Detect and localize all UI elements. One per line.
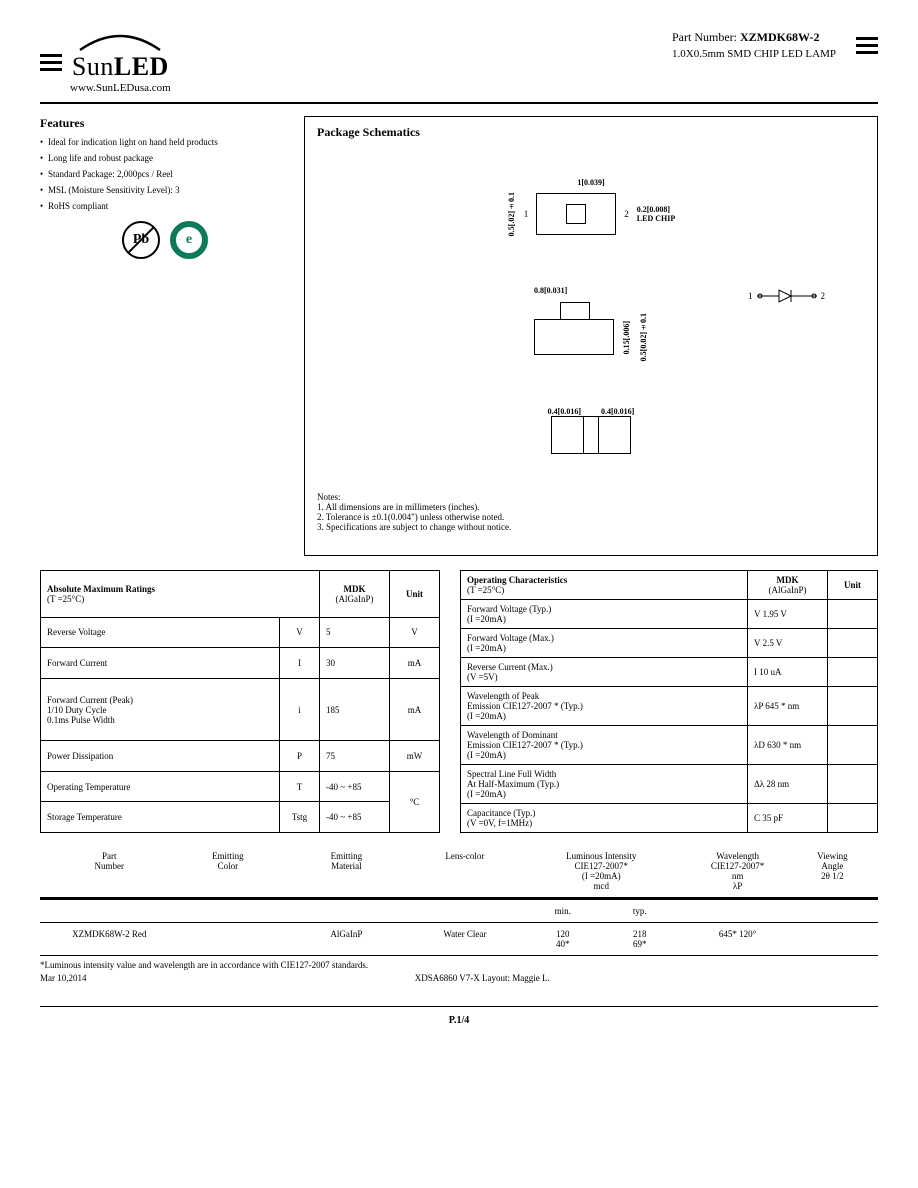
rohs-icon: e — [170, 221, 208, 259]
value-row: XZMDK68W-2 Red AlGaInP Water Clear 12040… — [40, 923, 878, 955]
features-list: Ideal for indication light on hand held … — [40, 137, 290, 211]
page-number: P.1/4 — [40, 1015, 878, 1026]
cert-icons: Pb e — [40, 221, 290, 259]
logo-url: www.SunLEDusa.com — [70, 82, 171, 94]
bottom-header-row: Part Number Emitting Color Emitting Mate… — [40, 851, 878, 891]
bottom-view-drawing: 0.4[0.016] 0.4[0.016] — [548, 407, 635, 454]
footnote: *Luminous intensity value and wavelength… — [40, 960, 878, 970]
part-label: Part Number: — [672, 30, 740, 44]
menu-icon — [40, 54, 62, 71]
col-lumin: Luminous Intensity CIE127-2007* (I =20mA… — [524, 851, 678, 891]
val-material: AlGaInP — [287, 929, 406, 949]
schematic-title: Package Schematics — [317, 125, 865, 140]
diode-symbol: 1 2 — [748, 286, 825, 306]
schematic-box: Package Schematics 1[0.039] 0.5[.02]±0.1… — [304, 116, 878, 556]
part-number: XZMDK68W-2 — [740, 30, 820, 44]
col-angle: Viewing Angle 2θ 1/2 — [797, 851, 868, 891]
col-wave: Wavelength CIE127-2007* nm λP — [678, 851, 797, 891]
col-lens: Lens-color — [406, 851, 525, 891]
part-subtitle: 1.0X0.5mm SMD CHIP LED LAMP — [672, 48, 836, 60]
subhead-row: min.typ. — [40, 900, 878, 923]
feature-item: MSL (Moisture Sensitivity Level): 3 — [40, 185, 290, 195]
part-info: Part Number: XZMDK68W-2 1.0X0.5mm SMD CH… — [672, 30, 836, 60]
footer-row: Mar 10,2014 XDSA6860 V7-X Layout: Maggie… — [40, 970, 878, 986]
op-char-table: Operating Characteristics(T =25°C) MDK(A… — [460, 570, 878, 833]
val-wave: 645* 120° — [678, 929, 797, 949]
bottom-table: Part Number Emitting Color Emitting Mate… — [40, 851, 878, 970]
side-view-drawing: 0.8[0.031] 0.15[.006] 0.5[0.02]±0.1 — [534, 286, 648, 361]
abs-max-table: Absolute Maximum Ratings(T =25°C) MDK(Al… — [40, 570, 440, 833]
feature-item: Long life and robust package — [40, 153, 290, 163]
feature-item: Ideal for indication light on hand held … — [40, 137, 290, 147]
logo-led: LED — [114, 52, 169, 81]
features-column: Features Ideal for indication light on h… — [40, 116, 290, 556]
logo-sun: Sun — [72, 52, 114, 81]
val-part: XZMDK68W-2 Red — [50, 929, 169, 949]
footer-doc: XDSA6860 V7-X Layout: Maggie L. — [415, 973, 550, 983]
val-lens: Water Clear — [406, 929, 525, 949]
features-title: Features — [40, 116, 290, 131]
col-material: Emitting Material — [287, 851, 406, 891]
header-left: SunLED www.SunLEDusa.com — [40, 30, 171, 94]
header-right: Part Number: XZMDK68W-2 1.0X0.5mm SMD CH… — [672, 30, 878, 60]
feature-item: RoHS compliant — [40, 201, 290, 211]
page-header: SunLED www.SunLEDusa.com Part Number: XZ… — [40, 30, 878, 104]
top-section: Features Ideal for indication light on h… — [40, 116, 878, 556]
schematic-drawings: 1[0.039] 0.5[.02]±0.1 1 2 0.2[0.008] LED… — [317, 146, 865, 486]
footer-date: Mar 10,2014 — [40, 973, 87, 983]
col-part: Part Number — [50, 851, 169, 891]
pb-free-icon: Pb — [122, 221, 160, 259]
tables-row: Absolute Maximum Ratings(T =25°C) MDK(Al… — [40, 570, 878, 833]
schematic-notes: Notes: 1. All dimensions are in millimet… — [317, 492, 865, 532]
menu-icon-right — [856, 37, 878, 54]
logo: SunLED www.SunLEDusa.com — [70, 30, 171, 94]
top-view-drawing: 1[0.039] 0.5[.02]±0.1 1 2 0.2[0.008] LED… — [507, 178, 675, 241]
feature-item: Standard Package: 2,000pcs / Reel — [40, 169, 290, 179]
col-color: Emitting Color — [169, 851, 288, 891]
